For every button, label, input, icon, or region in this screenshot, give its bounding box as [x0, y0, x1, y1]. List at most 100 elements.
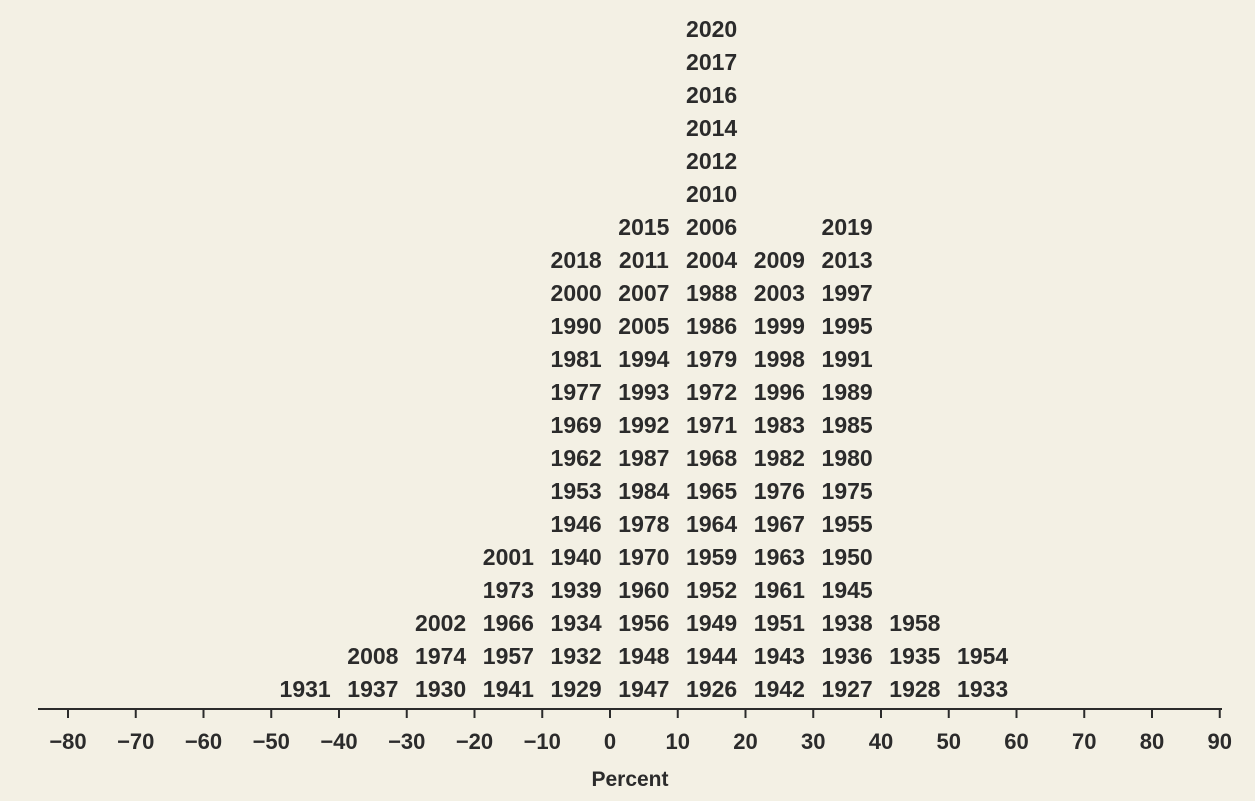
year-label: 1950 [822, 544, 873, 570]
year-label: 1966 [483, 610, 534, 636]
x-tick-label: −70 [117, 729, 154, 754]
year-label: 1990 [551, 313, 602, 339]
year-label: 2009 [754, 247, 805, 273]
year-label: 1958 [889, 610, 940, 636]
bin-column: 1947 1948 1956 1960 1970 1978 1984 1987 1992 1993… [618, 214, 669, 702]
x-tick-label: 10 [666, 729, 690, 754]
year-label: 1945 [822, 577, 873, 603]
year-label: 1959 [686, 544, 737, 570]
year-label: 1997 [822, 280, 873, 306]
year-label: 1995 [822, 313, 873, 339]
x-tick-label: −60 [185, 729, 222, 754]
year-label: 1931 [280, 676, 331, 702]
year-label: 1979 [686, 346, 737, 372]
year-label: 1981 [551, 346, 602, 372]
year-label: 1937 [347, 676, 398, 702]
year-label: 1939 [551, 577, 602, 603]
year-label: 2019 [822, 214, 873, 240]
year-label: 2014 [686, 115, 737, 141]
year-label: 2006 [686, 214, 737, 240]
year-label: 1938 [822, 610, 873, 636]
x-tick-label: 30 [801, 729, 825, 754]
bin-column: 1927 1936 1938 1945 1950 1955 1975 1980 1985 1989… [822, 214, 873, 702]
year-label: 1951 [754, 610, 805, 636]
year-label: 1964 [686, 511, 737, 537]
year-label: 1934 [551, 610, 602, 636]
year-label: 1993 [618, 379, 669, 405]
year-label: 1943 [754, 643, 805, 669]
bin-column: 1942 1943 1951 1961 1963 1967 1976 1982 1983 1996… [754, 247, 805, 702]
year-label: 1977 [551, 379, 602, 405]
bin-column: 1933 1954 [957, 643, 1008, 702]
x-tick-label: −30 [388, 729, 425, 754]
year-label: 2008 [347, 643, 398, 669]
year-label: 2001 [483, 544, 534, 570]
year-label: 1954 [957, 643, 1008, 669]
x-tick-label: −50 [253, 729, 290, 754]
year-columns: 1931 1937 2008 1930 1974 2002 1941 1957 1966 1973… [280, 16, 1009, 702]
year-label: 2000 [551, 280, 602, 306]
year-label: 1978 [618, 511, 669, 537]
year-label: 1988 [686, 280, 737, 306]
x-tick-label: −20 [456, 729, 493, 754]
year-label: 2020 [686, 16, 737, 42]
x-tick-label: 90 [1208, 729, 1232, 754]
year-label: 1985 [822, 412, 873, 438]
year-label: 1999 [754, 313, 805, 339]
x-axis-title: Percent [591, 768, 668, 791]
year-label: 2007 [618, 280, 669, 306]
x-tick-label: −80 [49, 729, 86, 754]
year-label: 1946 [551, 511, 602, 537]
year-label: 1969 [551, 412, 602, 438]
bin-column: 1926 1944 1949 1952 1959 1964 1965 1968 1971 1972… [686, 16, 737, 702]
x-tick-label: 80 [1140, 729, 1164, 754]
year-label: 1960 [618, 577, 669, 603]
year-label: 2015 [618, 214, 669, 240]
year-label: 1992 [618, 412, 669, 438]
bin-column: 1941 1957 1966 1973 2001 [483, 544, 534, 702]
year-label: 1987 [618, 445, 669, 471]
year-label: 2011 [619, 247, 669, 273]
year-label: 1949 [686, 610, 737, 636]
year-label: 1940 [551, 544, 602, 570]
year-label: 1963 [754, 544, 805, 570]
year-label: 2004 [686, 247, 737, 273]
year-label: 1941 [483, 676, 534, 702]
year-label: 1957 [483, 643, 534, 669]
year-label: 1973 [483, 577, 534, 603]
year-label: 1996 [754, 379, 805, 405]
year-label: 1968 [686, 445, 737, 471]
year-label: 1936 [822, 643, 873, 669]
year-label: 1975 [822, 478, 873, 504]
x-tick-label: 40 [869, 729, 893, 754]
year-label: 1983 [754, 412, 805, 438]
year-label: 2010 [686, 181, 737, 207]
year-label: 1972 [686, 379, 737, 405]
x-tick-label: −10 [524, 729, 561, 754]
year-label: 1984 [618, 478, 669, 504]
year-label: 1930 [415, 676, 466, 702]
year-label: 1948 [618, 643, 669, 669]
year-label: 1944 [686, 643, 737, 669]
year-label: 1970 [618, 544, 669, 570]
year-label: 1942 [754, 676, 805, 702]
year-label: 1928 [889, 676, 940, 702]
year-label: 1971 [686, 412, 737, 438]
x-tick-label: −40 [320, 729, 357, 754]
year-label: 2003 [754, 280, 805, 306]
year-label: 1947 [618, 676, 669, 702]
year-label: 1989 [822, 379, 873, 405]
year-label: 2016 [686, 82, 737, 108]
year-label: 1994 [618, 346, 669, 372]
year-label: 1929 [551, 676, 602, 702]
year-label: 2002 [415, 610, 466, 636]
year-label: 1956 [618, 610, 669, 636]
x-tick-label: 20 [733, 729, 757, 754]
year-label: 1926 [686, 676, 737, 702]
year-label: 1974 [415, 643, 466, 669]
year-label: 1961 [754, 577, 805, 603]
year-label: 1933 [957, 676, 1008, 702]
year-label: 2017 [686, 49, 737, 75]
year-label: 1980 [822, 445, 873, 471]
x-tick-label: 70 [1072, 729, 1096, 754]
